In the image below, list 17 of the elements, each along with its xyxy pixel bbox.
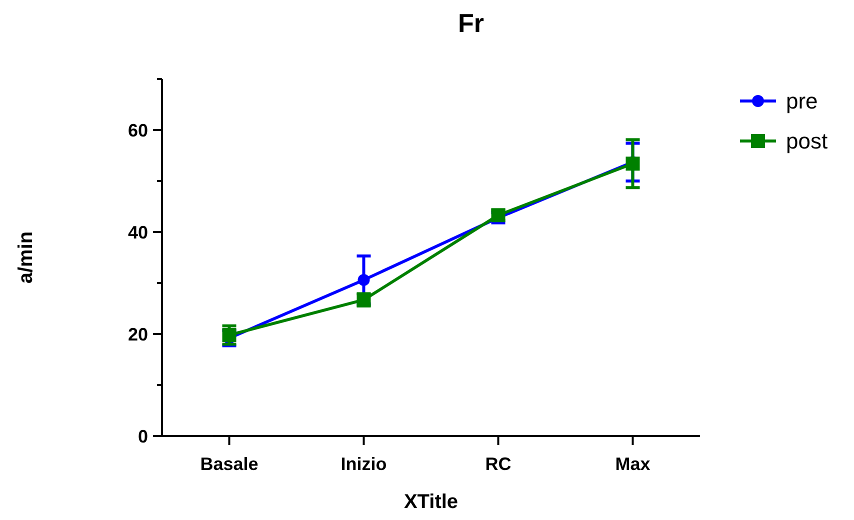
point [358,274,370,286]
y-tick-label: 40 [128,222,148,242]
point [222,328,236,342]
point [626,156,640,171]
y-tick-label: 60 [128,120,148,140]
legend-label: pre [786,88,818,114]
legend-label: post [786,128,828,154]
y-axis-title: a/min [15,231,37,284]
x-tick-label: RC [485,454,512,474]
y-tick-label: 20 [128,324,148,344]
y-tick-label: 0 [138,426,148,446]
point [491,208,506,222]
x-axis-title: XTitle [404,491,458,513]
chart-title: Fr [458,8,484,38]
x-tick-label: Max [615,454,650,474]
x-tick-label: Inizio [340,454,387,474]
x-tick-label: Basale [200,454,258,474]
